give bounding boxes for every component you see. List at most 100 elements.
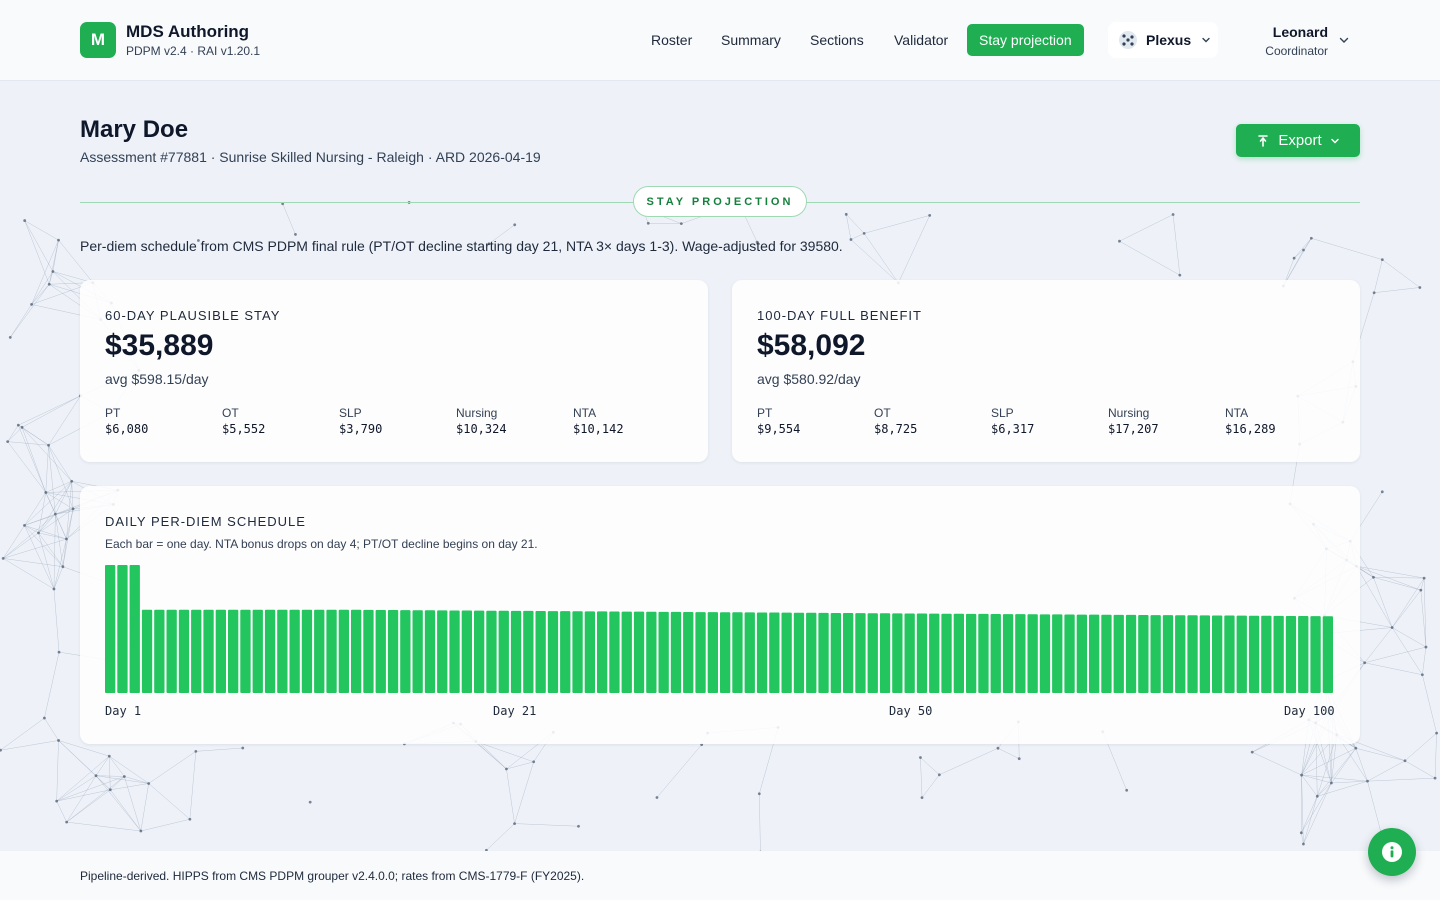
bar-day-58 bbox=[806, 612, 817, 693]
bar-day-36 bbox=[535, 611, 546, 693]
bar-day-13 bbox=[252, 609, 263, 693]
breakdown-label: Nursing bbox=[1108, 406, 1150, 420]
bar-day-79 bbox=[1064, 614, 1075, 693]
bar-day-93 bbox=[1236, 615, 1247, 693]
bar-day-30 bbox=[461, 610, 472, 693]
breakdown-label: NTA bbox=[1225, 406, 1249, 420]
bar-day-96 bbox=[1273, 615, 1284, 693]
breakdown-value: $16,289 bbox=[1225, 422, 1276, 436]
bar-day-18 bbox=[314, 609, 325, 693]
export-button[interactable]: Export bbox=[1236, 124, 1360, 157]
breakdown-label: PT bbox=[105, 406, 121, 420]
user-name[interactable]: Leonard bbox=[1272, 24, 1328, 40]
breakdown-slp: SLP $6,317 bbox=[991, 406, 1034, 436]
bar-day-7 bbox=[178, 609, 190, 693]
bar-day-14 bbox=[264, 609, 276, 693]
bar-day-71 bbox=[966, 613, 977, 693]
patient-name: Mary Doe bbox=[80, 116, 189, 143]
bar-day-26 bbox=[412, 610, 423, 693]
bar-day-51 bbox=[720, 612, 731, 693]
breakdown-label: PT bbox=[757, 406, 773, 420]
breakdown-label: SLP bbox=[991, 406, 1014, 420]
footer: Pipeline-derived. HIPPS from CMS PDPM gr… bbox=[0, 851, 1440, 900]
bar-day-50 bbox=[707, 612, 718, 693]
section-label: STAY PROJECTION bbox=[633, 186, 807, 217]
bar-day-43 bbox=[621, 611, 632, 693]
plexus-menu-button[interactable]: Plexus bbox=[1108, 22, 1218, 58]
bar-day-3 bbox=[129, 565, 140, 693]
nav-validator[interactable]: Validator bbox=[894, 32, 949, 48]
breakdown-nursing: Nursing $10,324 bbox=[456, 406, 507, 436]
breakdown-nta: NTA $10,142 bbox=[573, 406, 624, 436]
info-button[interactable] bbox=[1368, 828, 1416, 876]
footer-note: Pipeline-derived. HIPPS from CMS PDPM gr… bbox=[80, 869, 585, 883]
assessment-meta: Assessment #77881 · Sunrise Skilled Nurs… bbox=[80, 149, 541, 165]
export-icon bbox=[1258, 134, 1269, 147]
breakdown-label: SLP bbox=[339, 406, 362, 420]
breakdown-label: Nursing bbox=[456, 406, 498, 420]
bar-day-73 bbox=[990, 614, 1001, 693]
bar-day-82 bbox=[1101, 614, 1112, 693]
bar-day-37 bbox=[547, 611, 559, 693]
bar-day-1 bbox=[105, 565, 116, 693]
bar-day-63 bbox=[867, 613, 878, 693]
bar-day-72 bbox=[978, 613, 989, 693]
export-label: Export bbox=[1278, 132, 1322, 149]
top-navigation-bar: M MDS Authoring PDPM v2.4 · RAI v1.20.1 … bbox=[0, 0, 1440, 81]
plexus-label: Plexus bbox=[1146, 32, 1192, 48]
breakdown-value: $10,324 bbox=[456, 422, 507, 436]
bar-day-29 bbox=[449, 610, 460, 693]
bar-day-76 bbox=[1027, 614, 1038, 693]
bar-day-95 bbox=[1261, 615, 1272, 693]
bar-day-47 bbox=[670, 611, 682, 693]
bar-day-44 bbox=[633, 611, 645, 693]
chevron-down-icon bbox=[1202, 37, 1210, 43]
bar-day-48 bbox=[683, 611, 694, 693]
breakdown-value: $17,207 bbox=[1108, 422, 1159, 436]
bar-day-56 bbox=[781, 612, 792, 693]
bar-day-33 bbox=[498, 610, 509, 693]
bar-day-52 bbox=[732, 612, 743, 693]
tick-day-50: Day 50 bbox=[889, 704, 933, 718]
chevron-down-icon[interactable] bbox=[1338, 34, 1350, 46]
chart-subtitle: Each bar = one day. NTA bonus drops on d… bbox=[105, 537, 538, 551]
bar-day-65 bbox=[892, 613, 903, 693]
breakdown-pt: PT $9,554 bbox=[757, 406, 800, 436]
bar-day-87 bbox=[1162, 615, 1174, 693]
bar-day-4 bbox=[141, 609, 153, 693]
bar-day-83 bbox=[1113, 614, 1124, 693]
bar-day-24 bbox=[387, 610, 399, 693]
nav-roster[interactable]: Roster bbox=[651, 32, 693, 48]
bar-day-39 bbox=[572, 611, 583, 693]
bar-day-62 bbox=[855, 613, 866, 693]
bar-day-55 bbox=[769, 612, 780, 693]
nav-sections[interactable]: Sections bbox=[810, 32, 864, 48]
plexus-dots-icon bbox=[1119, 31, 1137, 49]
tick-day-21: Day 21 bbox=[493, 704, 537, 718]
plausible-stay-card: 60-DAY PLAUSIBLE STAY $35,889 avg $598.1… bbox=[80, 280, 708, 462]
breakdown-label: OT bbox=[874, 406, 891, 420]
nav-summary[interactable]: Summary bbox=[721, 32, 781, 48]
bar-day-49 bbox=[695, 612, 706, 693]
bar-day-61 bbox=[843, 613, 854, 693]
breakdown-nursing: Nursing $17,207 bbox=[1108, 406, 1159, 436]
bar-day-28 bbox=[437, 610, 448, 693]
app-version: PDPM v2.4 · RAI v1.20.1 bbox=[126, 44, 261, 58]
bar-day-10 bbox=[215, 609, 226, 693]
bar-day-60 bbox=[830, 612, 841, 693]
info-icon bbox=[1382, 842, 1402, 862]
bar-day-2 bbox=[117, 565, 128, 693]
projection-description: Per-diem schedule from CMS PDPM final ru… bbox=[80, 238, 843, 254]
bar-day-16 bbox=[289, 609, 300, 693]
bar-day-77 bbox=[1039, 614, 1051, 693]
breakdown-nta: NTA $16,289 bbox=[1225, 406, 1276, 436]
bar-day-21 bbox=[351, 609, 362, 693]
bar-day-94 bbox=[1248, 615, 1260, 693]
bar-day-66 bbox=[904, 613, 915, 693]
full-benefit-card: 100-DAY FULL BENEFIT $58,092 avg $580.92… bbox=[732, 280, 1360, 462]
bar-day-99 bbox=[1310, 616, 1321, 693]
breakdown-value: $5,552 bbox=[222, 422, 266, 436]
bar-day-100 bbox=[1322, 616, 1333, 693]
nav-stay-projection[interactable]: Stay projection bbox=[967, 24, 1084, 56]
bar-day-92 bbox=[1224, 615, 1235, 693]
